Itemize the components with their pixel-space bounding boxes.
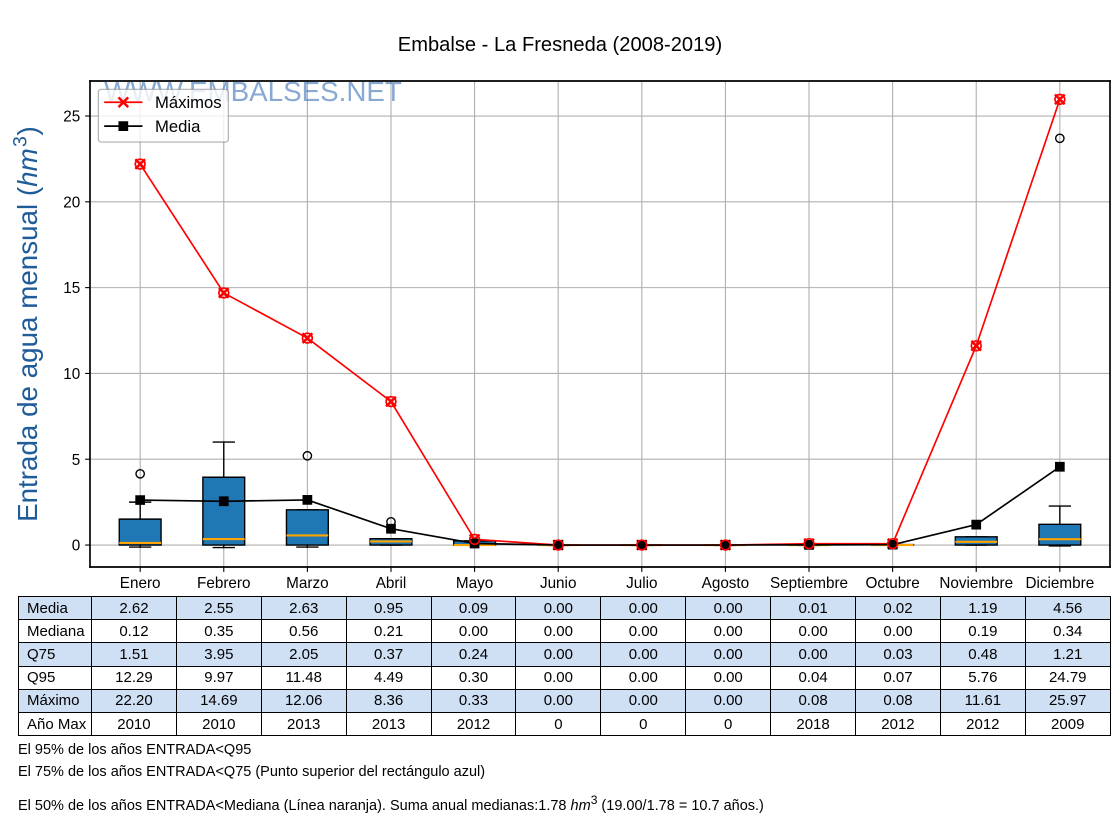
svg-text:Octubre: Octubre bbox=[865, 575, 919, 592]
svg-text:Embalse - La Fresneda (2008-20: Embalse - La Fresneda (2008-2019) bbox=[398, 34, 722, 56]
svg-text:Noviembre: Noviembre bbox=[939, 575, 1013, 592]
svg-text:Mayo: Mayo bbox=[456, 575, 493, 592]
svg-text:Media: Media bbox=[155, 117, 201, 136]
svg-text:Enero: Enero bbox=[120, 575, 161, 592]
svg-text:Julio: Julio bbox=[626, 575, 657, 592]
svg-text:Máximos: Máximos bbox=[155, 93, 222, 112]
svg-text:10: 10 bbox=[63, 366, 80, 383]
svg-text:20: 20 bbox=[63, 194, 80, 211]
svg-text:15: 15 bbox=[63, 280, 80, 297]
svg-text:Abril: Abril bbox=[376, 575, 407, 592]
svg-text:Diciembre: Diciembre bbox=[1025, 575, 1094, 592]
svg-text:25: 25 bbox=[63, 109, 80, 126]
svg-text:Agosto: Agosto bbox=[702, 575, 750, 592]
svg-text:Junio: Junio bbox=[540, 575, 577, 592]
svg-text:Marzo: Marzo bbox=[286, 575, 328, 592]
svg-text:Septiembre: Septiembre bbox=[770, 575, 848, 592]
svg-text:E n t r: E n t r a d a d e a g u a m e n s u a l bbox=[10, 120, 43, 522]
svg-text:0: 0 bbox=[72, 538, 81, 555]
svg-text:5: 5 bbox=[72, 452, 81, 469]
svg-text:Febrero: Febrero bbox=[197, 575, 250, 592]
